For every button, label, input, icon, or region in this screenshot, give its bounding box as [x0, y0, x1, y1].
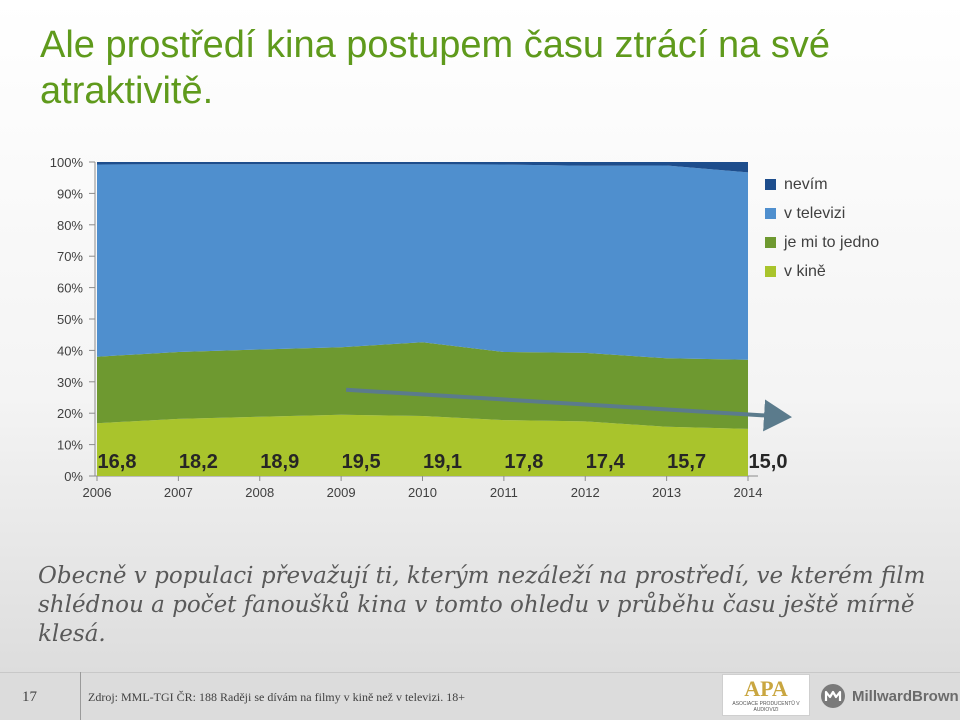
millwardbrown-icon: [821, 684, 845, 708]
data-label: 15,7: [667, 451, 706, 473]
millwardbrown-logo: MillwardBrown: [820, 683, 959, 709]
legend-label: v kině: [784, 262, 826, 280]
chart-legend: nevím v televizi je mi to jedno v kině: [765, 170, 879, 286]
y-tick-label: 100%: [50, 155, 84, 170]
y-tick-label: 60%: [57, 281, 83, 296]
chart-areas: [97, 162, 748, 476]
area-series-je-mi-to-jedno: [97, 342, 748, 429]
legend-swatch: [765, 266, 776, 277]
area-series-v-kin-: [97, 414, 748, 476]
data-label: 16,8: [98, 451, 137, 473]
legend-label: v televizi: [784, 204, 846, 222]
data-label: 18,2: [179, 451, 218, 473]
slide-note: Obecně v populaci převažují ti, kterým n…: [38, 563, 926, 647]
millwardbrown-wordmark: MillwardBrown: [852, 687, 959, 705]
footer-divider: [80, 672, 81, 720]
apa-logo-mark: APA: [744, 676, 788, 701]
x-tick-label: 2007: [164, 485, 193, 500]
legend-label: nevím: [784, 175, 828, 193]
data-label: 15,0: [749, 451, 788, 473]
data-label: 17,4: [586, 451, 626, 473]
apa-logo: APA ASOCIACE PRODUCENTŮ V AUDIOVIZI: [722, 674, 810, 716]
data-label: 19,5: [342, 451, 381, 473]
legend-item-je-mi-to-jedno: je mi to jedno: [765, 228, 879, 257]
data-label: 17,8: [504, 451, 543, 473]
source-note: Zdroj: MML-TGI ČR: 188 Raději se dívám n…: [88, 690, 466, 704]
y-tick-label: 10%: [57, 438, 83, 453]
y-tick-label: 70%: [57, 249, 83, 264]
area-series-v-televizi: [97, 164, 748, 360]
legend-swatch: [765, 179, 776, 190]
x-tick-label: 2013: [652, 485, 681, 500]
x-tick-label: 2008: [245, 485, 274, 500]
data-label: 18,9: [260, 451, 299, 473]
y-tick-label: 90%: [57, 186, 83, 201]
x-tick-label: 2010: [408, 485, 437, 500]
y-tick-label: 20%: [57, 406, 83, 421]
y-tick-label: 30%: [57, 375, 83, 390]
stacked-area-chart: 0% 10% 20% 30% 40% 50% 60% 70% 80% 90% 100% 2006 200…: [50, 155, 792, 500]
x-tick-label: 2012: [571, 485, 600, 500]
x-tick-label: 2009: [327, 485, 356, 500]
legend-label: je mi to jedno: [784, 233, 880, 251]
legend-item-nev-m: nevím: [765, 170, 879, 199]
apa-logo-subtitle: ASOCIACE PRODUCENTŮ V AUDIOVIZI: [732, 701, 800, 713]
chart-labels: 0% 10% 20% 30% 40% 50% 60% 70% 80% 90% 100% 2006 200…: [50, 155, 788, 500]
slide-title: Ale prostředí kina postupem času ztrácí …: [40, 24, 830, 112]
y-tick-label: 80%: [57, 218, 83, 233]
page-number: 17: [22, 689, 37, 705]
legend-swatch: [765, 237, 776, 248]
legend-item-v-televizi: v televizi: [765, 199, 879, 228]
legend-swatch: [765, 208, 776, 219]
y-tick-label: 0%: [64, 469, 83, 484]
area-series-nev-m: [97, 162, 748, 173]
x-tick-label: 2014: [734, 485, 763, 500]
data-label: 19,1: [423, 451, 462, 473]
x-tick-label: 2006: [83, 485, 112, 500]
legend-item-v-kin-: v kině: [765, 257, 879, 286]
trend-arrow-line: [346, 387, 792, 432]
y-tick-label: 50%: [57, 312, 83, 327]
x-tick-label: 2011: [490, 485, 518, 500]
y-tick-label: 40%: [57, 343, 83, 358]
trend-arrow: [346, 387, 792, 432]
